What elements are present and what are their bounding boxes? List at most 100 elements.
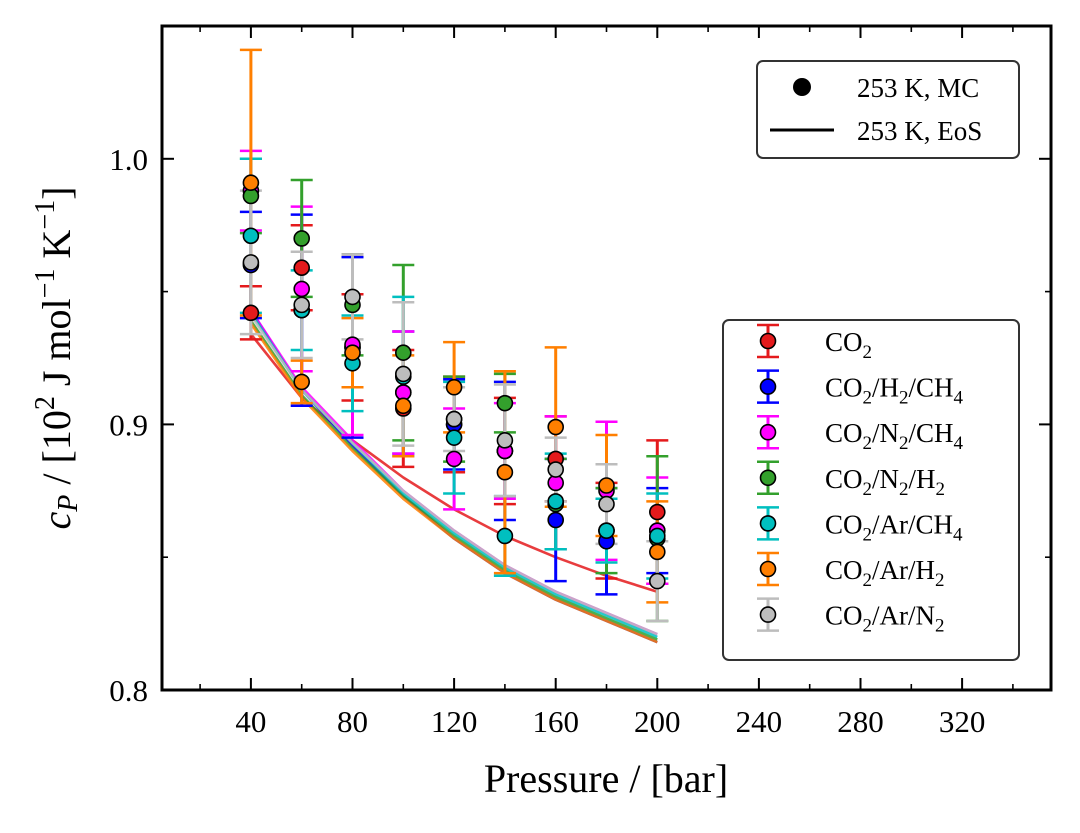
data-point — [648, 527, 666, 545]
data-point — [242, 254, 260, 271]
legend-marker-icon — [759, 378, 777, 395]
series-legend-entry: CO2/Ar/CH4 — [757, 506, 963, 545]
series-legend-entry: CO2/H2/CH4 — [757, 369, 964, 409]
y-label-close: ] — [34, 187, 79, 200]
y-label-var-sub: P — [53, 495, 84, 513]
series-legend: CO2CO2/H2/CH4CO2/N2/CH4CO2/N2/H2CO2/Ar/C… — [722, 319, 1020, 661]
data-point — [648, 572, 666, 590]
data-point — [547, 418, 565, 436]
data-point — [496, 394, 514, 412]
data-point — [344, 344, 361, 361]
legend-marker-icon — [759, 423, 777, 441]
data-point — [598, 522, 615, 539]
legend-mc-marker-icon — [793, 78, 811, 96]
data-point — [242, 227, 260, 245]
y-label-unit: J mol — [34, 298, 79, 396]
x-tick-label: 280 — [837, 704, 884, 739]
series-legend-label: CO2 — [825, 327, 872, 363]
legend-label-text: /Ar/H — [872, 555, 935, 585]
y-label-var: c — [34, 511, 79, 529]
data-point — [496, 432, 514, 449]
series-legend-label: CO2/N2/CH4 — [825, 418, 964, 454]
legend-label-text: /H — [909, 464, 936, 494]
legend-marker-icon — [759, 332, 777, 350]
legend-label-text: /CH — [909, 373, 954, 403]
legend-label-text: CO — [825, 373, 863, 403]
legend-label-text: CO — [825, 601, 863, 631]
data-point — [293, 373, 311, 391]
series-legend-entry: CO2/N2/H2 — [757, 460, 945, 500]
legend-marker-icon — [759, 560, 777, 578]
legend-label-text: /N — [872, 464, 899, 494]
legend-label-subscript: 2 — [935, 616, 945, 637]
style-legend: 253 K, MC 253 K, EoS — [756, 60, 1020, 159]
y-label-pow3: −1 — [30, 200, 61, 230]
legend-marker-icon — [759, 469, 777, 487]
series-legend-entry: CO2/N2/CH4 — [757, 414, 964, 454]
legend-label-subscript: 2 — [863, 479, 873, 500]
series-legend-label: CO2/H2/CH4 — [825, 373, 964, 409]
legend-label-subscript: 2 — [863, 388, 873, 409]
data-point — [293, 259, 311, 276]
y-label-pow: 2 — [30, 396, 61, 410]
data-point — [394, 397, 412, 415]
data-point — [242, 304, 260, 322]
legend-label-text: CO — [825, 327, 863, 357]
data-point — [445, 378, 463, 396]
legend-label-subscript: 4 — [953, 524, 963, 545]
series-legend-entry: CO2/Ar/N2 — [757, 597, 945, 637]
x-tick-label: 200 — [634, 704, 681, 739]
legend-label-subscript: 2 — [863, 524, 873, 545]
legend-mc-label: 253 K, MC — [857, 73, 979, 103]
data-point — [648, 503, 666, 521]
legend-label-subscript: 2 — [899, 433, 909, 454]
data-point — [394, 344, 412, 361]
legend-label-text: /Ar/N — [872, 601, 935, 631]
data-point — [293, 280, 311, 298]
legend-label-subscript: 2 — [863, 616, 873, 637]
y-label-pow2: −1 — [30, 269, 61, 299]
series-legend-label: CO2/N2/H2 — [825, 464, 945, 500]
y-tick-label: 0.9 — [109, 407, 148, 442]
y-axis-label: cP/ [102 J mol−1 K−1] — [30, 187, 84, 530]
legend-label-subscript: 2 — [863, 342, 873, 363]
legend-label-text: CO — [825, 418, 863, 448]
data-point — [496, 463, 514, 481]
x-tick-label: 320 — [939, 704, 986, 739]
x-tick-label: 160 — [532, 704, 579, 739]
data-point — [394, 365, 412, 383]
data-point — [547, 461, 565, 478]
legend-label-subscript: 2 — [935, 570, 945, 591]
data-points — [242, 174, 666, 590]
series-legend-entry: CO2 — [757, 323, 872, 363]
data-point — [344, 288, 361, 306]
data-point — [598, 477, 615, 494]
data-point — [598, 495, 615, 513]
eos-curve-6 — [249, 314, 658, 636]
data-point — [496, 527, 514, 545]
series-legend-label: CO2/Ar/N2 — [825, 601, 945, 637]
legend-label-text: CO — [825, 509, 863, 539]
series-legend-entry: CO2/Ar/H2 — [757, 551, 945, 591]
style-legend-box — [756, 60, 1020, 159]
legend-label-text: /N — [872, 418, 899, 448]
data-point — [242, 174, 260, 192]
series-legend-label: CO2/Ar/CH4 — [825, 509, 963, 545]
x-tick-label: 120 — [431, 704, 478, 739]
data-point — [293, 230, 311, 247]
y-tick-label: 1.0 — [109, 142, 148, 177]
x-tick-label: 240 — [736, 704, 783, 739]
x-axis-label: Pressure / [bar] — [484, 756, 728, 801]
legend-label-subscript: 2 — [863, 570, 873, 591]
series-legend-box — [722, 319, 1020, 661]
legend-label-text: CO — [825, 555, 863, 585]
legend-label-text: CO — [825, 464, 863, 494]
legend-label-subscript: 2 — [899, 479, 909, 500]
eos-curve-5 — [249, 322, 658, 644]
legend-marker-icon — [759, 606, 777, 623]
data-point — [445, 450, 463, 468]
legend-label-subscript: 2 — [936, 479, 946, 500]
data-point — [547, 511, 565, 529]
data-point — [293, 296, 311, 314]
